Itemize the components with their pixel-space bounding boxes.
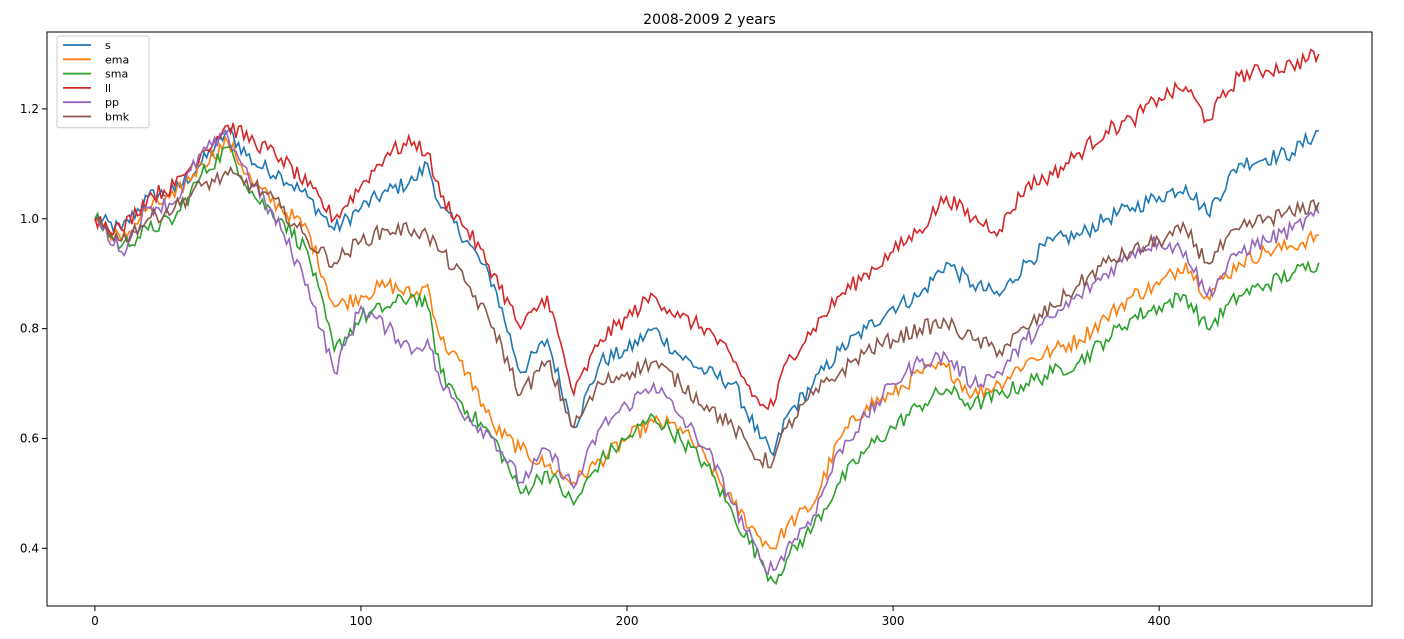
x-tick-label: 100 [350,614,373,628]
x-tick-label: 0 [91,614,99,628]
y-tick-label: 0.6 [20,431,39,445]
legend-label-sma: sma [105,68,128,81]
y-tick-label: 1.2 [20,102,39,116]
x-tick-label: 200 [616,614,639,628]
plot-frame [46,31,1373,607]
y-tick-label: 1.0 [20,212,39,226]
legend-label-ema: ema [105,53,129,66]
chart-title: 2008-2009 2 years [643,12,776,28]
legend-label-ll: ll [105,82,111,95]
series-line-bmk [94,165,1320,470]
series-line-pp [94,128,1320,576]
legend-label-bmk: bmk [105,111,130,124]
legend-label-s: s [105,39,111,52]
series-line-ema [94,135,1319,550]
x-axis: 0 100 200 300 400 [91,606,1171,628]
x-tick-label: 300 [882,614,905,628]
legend-box [56,35,150,129]
plot-area [47,32,1372,606]
y-tick-label: 0.4 [20,541,39,555]
y-axis: 0.4 0.6 0.8 1.0 1.2 [20,102,47,555]
series-line-sma [94,144,1320,586]
series-line-s [94,127,1319,457]
y-tick-label: 0.8 [20,322,39,336]
series-layer [94,48,1320,586]
legend-label-pp: pp [105,96,119,109]
series-line-ll [94,48,1320,411]
x-tick-label: 400 [1148,614,1171,628]
